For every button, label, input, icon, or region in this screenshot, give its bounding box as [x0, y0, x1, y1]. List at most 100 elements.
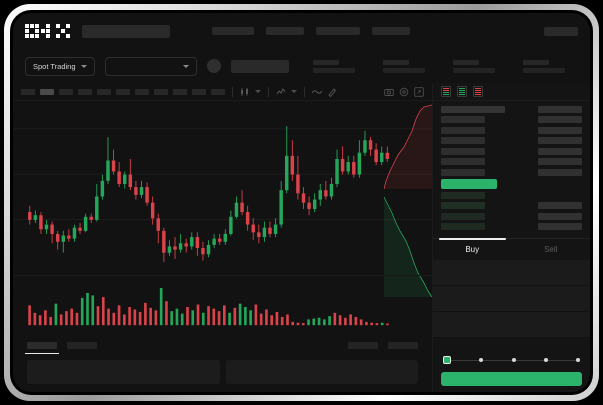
nav-item-trade[interactable]	[212, 27, 254, 35]
orderbook-bid-row[interactable]	[441, 223, 582, 231]
app-screen: Spot Trading	[13, 13, 590, 392]
orderbook-ask-row[interactable]	[441, 116, 582, 124]
market-stats	[312, 59, 565, 73]
nav-item-earn[interactable]	[316, 27, 360, 35]
orderbook-amount-bar	[538, 105, 582, 113]
orderbook-ask-row[interactable]	[441, 137, 582, 145]
orderbook-view-asks-icon[interactable]	[473, 86, 483, 97]
timeframe-4[interactable]	[78, 88, 92, 95]
chart-toolbar	[13, 83, 432, 101]
orderbook-amount-bar	[538, 126, 582, 134]
order-form	[433, 259, 590, 393]
orderbook-rows[interactable]	[433, 101, 590, 238]
timeframe-3[interactable]	[59, 88, 73, 95]
stat-24h-change	[382, 59, 425, 73]
toolbar-divider	[268, 86, 269, 97]
slider-node-100[interactable]	[576, 358, 580, 362]
slider-node-25[interactable]	[479, 358, 484, 362]
tab-action-2[interactable]	[388, 342, 418, 349]
orderbook-ask-row[interactable]	[441, 105, 582, 113]
timeframe-7[interactable]	[135, 88, 149, 95]
orderbook-qty-bar	[441, 126, 485, 134]
stat-last-price	[312, 59, 355, 73]
timeframe-1[interactable]	[21, 88, 35, 95]
orderbook-ask-row[interactable]	[441, 147, 582, 155]
orderbook-bid-row[interactable]	[441, 191, 582, 199]
slider-node-75[interactable]	[543, 358, 548, 362]
orderbook-view-switcher	[433, 83, 590, 101]
fullscreen-icon[interactable]	[414, 86, 424, 97]
candlestick-type-icon[interactable]	[240, 87, 250, 97]
orderbook-qty-bar	[441, 168, 485, 176]
indicator-icon[interactable]	[276, 87, 286, 97]
timeframe-9[interactable]	[173, 88, 187, 95]
tab-buy[interactable]: Buy	[433, 237, 512, 260]
timeframe-6[interactable]	[116, 88, 130, 95]
timeframe-11[interactable]	[211, 88, 225, 95]
orderbook-qty-bar	[441, 147, 485, 155]
orderbook-qty-bar	[441, 105, 505, 113]
pair-and-stats-bar: Spot Trading	[13, 49, 590, 83]
tab-sell[interactable]: Sell	[544, 244, 558, 254]
candlestick-canvas	[13, 126, 432, 263]
pencil-icon[interactable]	[327, 87, 337, 97]
orderbook-last-price	[441, 178, 497, 189]
chevron-down-icon[interactable]	[291, 90, 297, 93]
orderbook-amount-bar	[538, 116, 582, 123]
timeframe-8[interactable]	[154, 88, 168, 95]
bottom-panels	[13, 354, 432, 392]
orderbook-qty-bar	[441, 212, 485, 220]
amount-percent-slider[interactable]	[433, 350, 590, 370]
orderbook-amount-bar	[538, 168, 582, 176]
timeframe-2[interactable]	[40, 88, 54, 95]
workspace: Buy Sell	[13, 83, 590, 392]
trading-pair-select[interactable]	[104, 56, 197, 76]
bottom-tab-bar	[13, 337, 432, 354]
candle-series	[28, 126, 390, 263]
timeframe-5[interactable]	[97, 88, 111, 95]
orderbook-ask-row[interactable]	[441, 158, 582, 166]
market-type-dropdown[interactable]: Spot Trading	[25, 56, 95, 76]
tab-open-orders[interactable]	[25, 342, 59, 354]
slider-handle[interactable]	[443, 356, 451, 364]
top-navigation-bar	[13, 13, 590, 49]
nav-account-button[interactable]	[544, 26, 578, 36]
orderbook-bid-row[interactable]	[441, 212, 582, 220]
nav-item-markets[interactable]	[266, 27, 304, 35]
order-total-field[interactable]	[433, 311, 590, 338]
nav-item-more[interactable]	[372, 27, 410, 35]
search-input[interactable]	[82, 24, 170, 38]
settings-icon[interactable]	[399, 87, 409, 97]
slider-nodes	[443, 356, 580, 364]
orderbook-qty-bar	[441, 223, 485, 230]
line-chart-icon[interactable]	[312, 87, 322, 97]
tab-order-history[interactable]	[67, 342, 97, 349]
orderbook-qty-bar	[441, 191, 485, 199]
orderbook-view-bids-icon[interactable]	[457, 86, 467, 97]
bottom-panel-left[interactable]	[27, 360, 220, 384]
order-amount-field[interactable]	[433, 285, 590, 312]
timeframe-10[interactable]	[192, 88, 206, 95]
orderbook-qty-bar	[441, 137, 485, 144]
tab-action-1[interactable]	[348, 342, 378, 349]
orderbook-bid-row[interactable]	[441, 202, 582, 210]
orderbook-amount-bar	[538, 223, 582, 230]
orderbook-amount-bar	[538, 202, 582, 209]
camera-icon[interactable]	[384, 87, 394, 97]
okx-logo-icon[interactable]	[25, 24, 70, 38]
bottom-panel-right[interactable]	[225, 360, 418, 384]
device-frame: Spot Trading	[4, 4, 599, 401]
chevron-down-icon[interactable]	[255, 90, 261, 93]
submit-buy-button[interactable]	[441, 372, 582, 386]
orderbook-amount-bar	[538, 212, 582, 220]
orderbook-ask-row[interactable]	[441, 168, 582, 176]
orderbook-view-both-icon[interactable]	[441, 86, 451, 97]
coin-avatar-icon	[206, 59, 221, 73]
orderbook-amount-bar	[538, 147, 582, 155]
slider-node-50[interactable]	[511, 358, 516, 362]
order-price-field[interactable]	[433, 259, 590, 286]
orderbook-ask-row[interactable]	[441, 126, 582, 134]
candlestick-chart[interactable]	[13, 101, 432, 297]
chevron-down-icon	[182, 64, 189, 68]
